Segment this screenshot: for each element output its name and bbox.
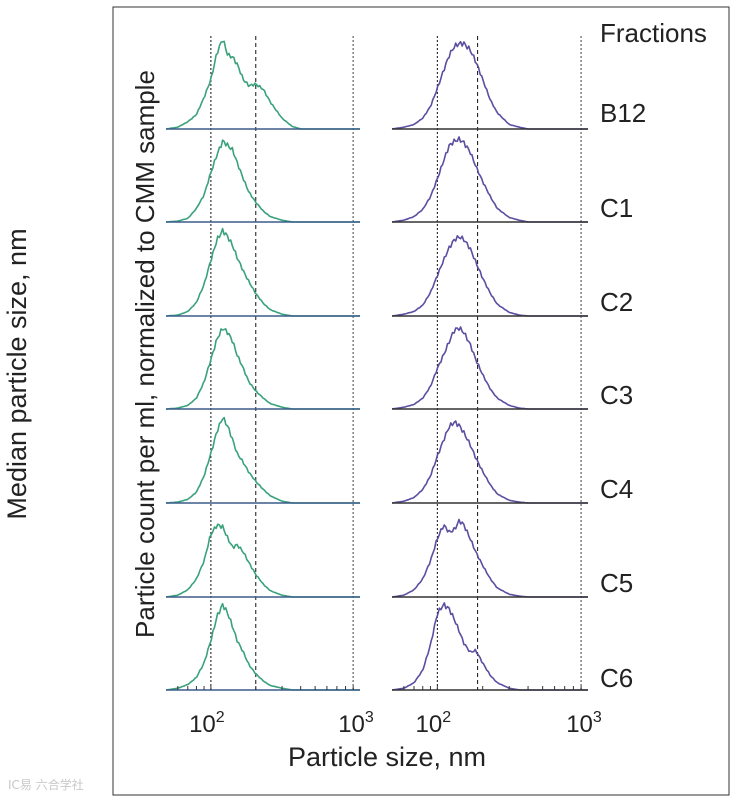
curve-right-C1 xyxy=(391,136,588,223)
curve-right-B12 xyxy=(391,40,588,130)
curve-right-C3 xyxy=(391,326,588,410)
x-tick-label-right-1000: 103 xyxy=(566,709,602,738)
curve-left-C6 xyxy=(165,602,360,691)
fraction-label-C1: C1 xyxy=(600,193,633,223)
x-tick-label-left-100: 102 xyxy=(189,709,225,738)
distribution-curves xyxy=(165,40,588,691)
fraction-label-C3: C3 xyxy=(600,380,633,410)
fraction-labels: B12 C1 C2 C3 C4 C5 C6 xyxy=(600,98,646,693)
outer-y-axis-label: Median particle size, nm xyxy=(2,228,32,519)
fraction-label-C2: C2 xyxy=(600,287,633,317)
baselines xyxy=(166,128,588,691)
curve-right-C4 xyxy=(391,420,588,504)
curve-left-C3 xyxy=(165,328,360,410)
x-axis-label: Particle size, nm xyxy=(288,742,486,772)
fraction-label-C4: C4 xyxy=(600,474,633,504)
curve-left-C2 xyxy=(165,227,360,317)
x-tick-label-left-1000: 103 xyxy=(338,709,374,738)
curve-right-C6 xyxy=(391,602,588,691)
curve-left-C4 xyxy=(165,416,360,504)
fraction-label-C6: C6 xyxy=(600,663,633,693)
fraction-label-C5: C5 xyxy=(600,568,633,598)
fraction-label-B12: B12 xyxy=(600,98,646,128)
curve-left-C5 xyxy=(165,523,360,598)
x-tick-label-right-100: 102 xyxy=(416,709,452,738)
legend-title: Fractions xyxy=(600,18,707,48)
y-axis-label: Particle count per ml, normalized to CMM… xyxy=(130,70,160,638)
figure-frame xyxy=(112,6,730,796)
curve-right-C2 xyxy=(391,235,588,317)
watermark: IC易 六合学社 xyxy=(8,778,84,792)
curve-left-B12 xyxy=(165,40,360,130)
curve-left-C1 xyxy=(165,139,360,223)
reference-lines xyxy=(210,36,582,690)
curve-right-C5 xyxy=(391,518,588,598)
x-ticks: 102 103 102 103 xyxy=(189,709,602,738)
